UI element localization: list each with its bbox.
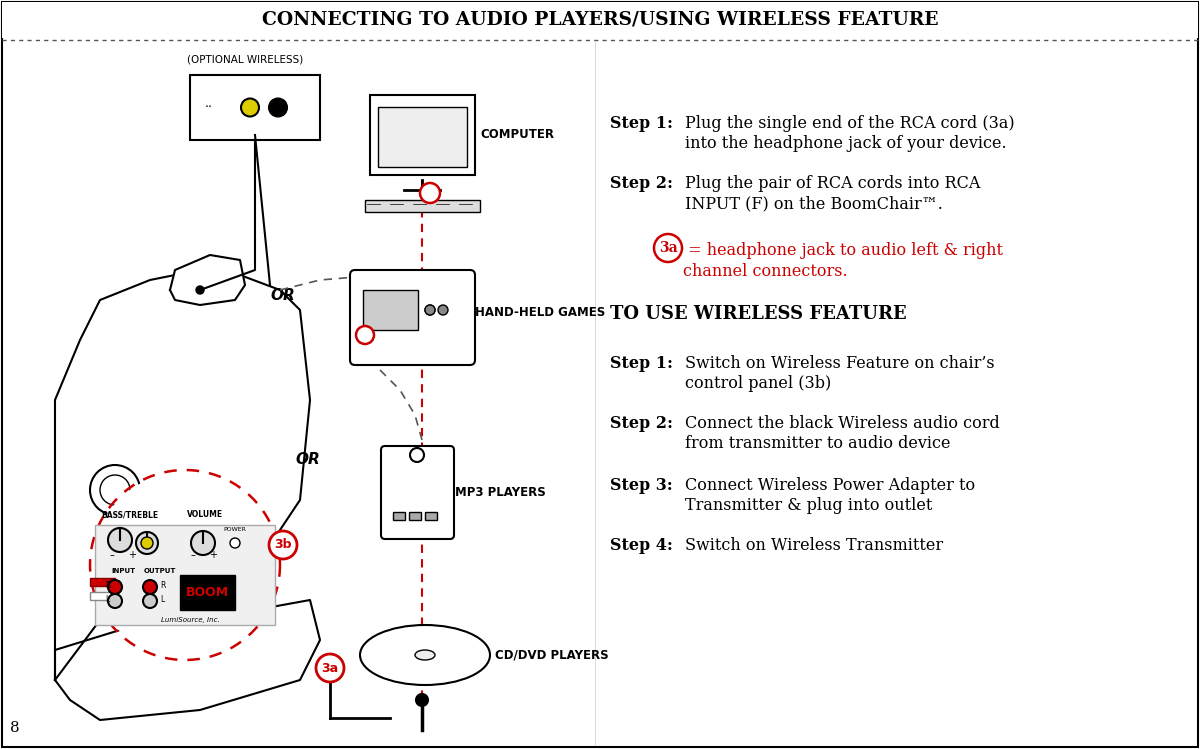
Circle shape — [416, 694, 428, 706]
Circle shape — [142, 537, 154, 549]
Text: TO USE WIRELESS FEATURE: TO USE WIRELESS FEATURE — [610, 305, 907, 323]
Bar — [370, 95, 475, 175]
Circle shape — [100, 475, 130, 505]
Text: –: – — [109, 550, 114, 560]
Bar — [2, 2, 1198, 38]
Text: LumiSource, Inc.: LumiSource, Inc. — [161, 617, 220, 623]
Circle shape — [196, 286, 204, 294]
Bar — [364, 290, 418, 330]
Circle shape — [143, 580, 157, 594]
Circle shape — [92, 472, 278, 658]
Circle shape — [410, 448, 424, 462]
Text: +: + — [209, 550, 217, 560]
Text: 3a: 3a — [322, 661, 338, 675]
Circle shape — [230, 538, 240, 548]
Bar — [409, 512, 421, 520]
Circle shape — [420, 183, 440, 203]
Text: POWER: POWER — [223, 527, 246, 532]
Text: OUTPUT: OUTPUT — [144, 568, 176, 574]
Text: Connect the black Wireless audio cord: Connect the black Wireless audio cord — [685, 415, 1000, 432]
Text: BOOM: BOOM — [186, 586, 228, 599]
Ellipse shape — [360, 625, 490, 685]
Text: CONNECTING TO AUDIO PLAYERS/USING WIRELESS FEATURE: CONNECTING TO AUDIO PLAYERS/USING WIRELE… — [262, 11, 938, 29]
Circle shape — [108, 580, 122, 594]
Text: Step 4:: Step 4: — [610, 537, 673, 554]
Text: Plug the pair of RCA cords into RCA: Plug the pair of RCA cords into RCA — [685, 175, 980, 192]
Text: INPUT (F) on the BoomChair™.: INPUT (F) on the BoomChair™. — [685, 195, 943, 212]
Bar — [425, 512, 437, 520]
Text: CD/DVD PLAYERS: CD/DVD PLAYERS — [496, 649, 608, 661]
Circle shape — [241, 99, 259, 117]
Text: Step 2:: Step 2: — [610, 415, 673, 432]
Circle shape — [269, 531, 298, 559]
Text: OR: OR — [270, 288, 295, 303]
Text: Plug the single end of the RCA cord (3a): Plug the single end of the RCA cord (3a) — [685, 115, 1015, 132]
Text: Step 1:: Step 1: — [610, 115, 673, 132]
Text: OR: OR — [295, 452, 319, 467]
Bar — [365, 200, 480, 212]
Text: Transmitter & plug into outlet: Transmitter & plug into outlet — [685, 497, 932, 514]
Text: INPUT: INPUT — [110, 568, 136, 574]
Text: into the headphone jack of your device.: into the headphone jack of your device. — [685, 135, 1007, 152]
Circle shape — [438, 305, 448, 315]
Text: –: – — [191, 550, 196, 560]
Text: Step 3:: Step 3: — [610, 477, 673, 494]
Text: = headphone jack to audio left & right: = headphone jack to audio left & right — [683, 242, 1003, 259]
Circle shape — [108, 528, 132, 552]
Text: ⋅⋅: ⋅⋅ — [205, 101, 214, 114]
Text: HAND-HELD GAMES: HAND-HELD GAMES — [475, 306, 605, 319]
Bar — [95, 525, 275, 625]
Circle shape — [425, 305, 436, 315]
Text: L: L — [106, 595, 109, 604]
Text: (OPTIONAL WIRELESS): (OPTIONAL WIRELESS) — [187, 55, 304, 65]
Text: 3a: 3a — [659, 241, 677, 255]
Polygon shape — [55, 600, 320, 720]
Text: Switch on Wireless Transmitter: Switch on Wireless Transmitter — [685, 537, 943, 554]
Text: channel connectors.: channel connectors. — [683, 263, 847, 280]
Text: 3b: 3b — [275, 539, 292, 551]
FancyBboxPatch shape — [350, 270, 475, 365]
Circle shape — [654, 234, 682, 262]
Circle shape — [136, 532, 158, 554]
Text: VOLUME: VOLUME — [187, 510, 223, 519]
Circle shape — [356, 326, 374, 344]
Text: Switch on Wireless Feature on chair’s: Switch on Wireless Feature on chair’s — [685, 355, 995, 372]
Polygon shape — [170, 255, 245, 305]
Circle shape — [425, 305, 436, 315]
Bar — [90, 578, 115, 586]
Bar — [190, 75, 320, 140]
Text: +: + — [128, 550, 136, 560]
Circle shape — [316, 654, 344, 682]
Bar — [90, 592, 115, 600]
Ellipse shape — [415, 650, 436, 660]
Circle shape — [90, 465, 140, 515]
Bar — [180, 575, 235, 610]
Text: Step 2:: Step 2: — [610, 175, 673, 192]
Bar — [378, 107, 467, 167]
Circle shape — [143, 594, 157, 608]
Text: MP3 PLAYERS: MP3 PLAYERS — [455, 486, 546, 499]
Circle shape — [191, 531, 215, 555]
Text: R: R — [106, 580, 110, 589]
Text: L: L — [160, 595, 164, 604]
Text: BASS/TREBLE: BASS/TREBLE — [102, 510, 158, 519]
Bar — [394, 512, 406, 520]
Text: Step 1:: Step 1: — [610, 355, 673, 372]
Polygon shape — [55, 270, 310, 680]
Circle shape — [108, 594, 122, 608]
Text: COMPUTER: COMPUTER — [480, 129, 554, 142]
FancyBboxPatch shape — [382, 446, 454, 539]
Text: 8: 8 — [10, 721, 19, 735]
Circle shape — [269, 99, 287, 117]
Text: Connect Wireless Power Adapter to: Connect Wireless Power Adapter to — [685, 477, 976, 494]
Text: control panel (3b): control panel (3b) — [685, 375, 832, 392]
Text: from transmitter to audio device: from transmitter to audio device — [685, 435, 950, 452]
Text: R: R — [160, 580, 166, 589]
